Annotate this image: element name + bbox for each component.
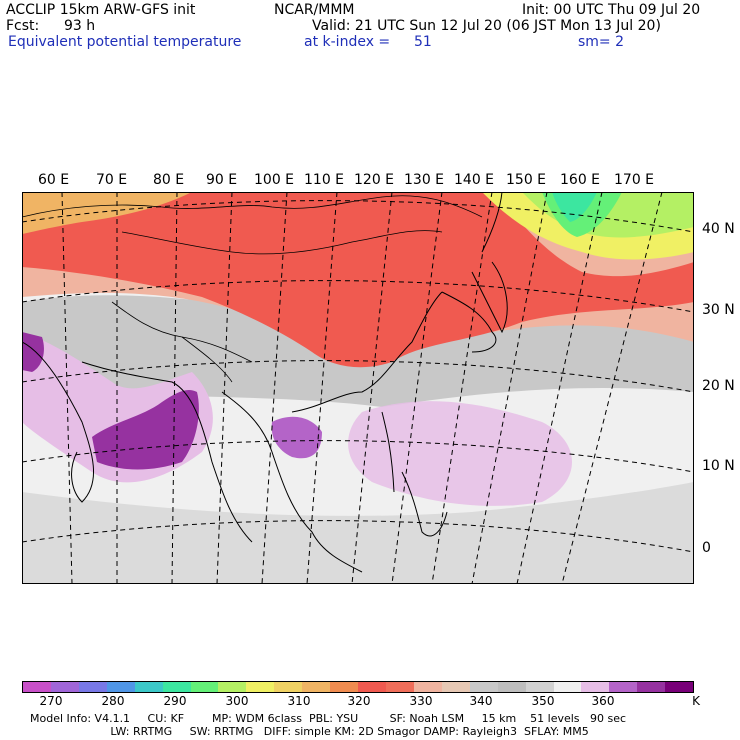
model-info-line1: Model Info: V4.1.1 CU: KF MP: WDM 6class… xyxy=(30,712,627,725)
colorbar-tick: 320 xyxy=(347,694,371,708)
colorbar-tick: 270 xyxy=(39,694,63,708)
fcst-label: Fcst: xyxy=(6,18,40,34)
theta-e-map xyxy=(22,192,694,584)
lat-label: 30 N xyxy=(702,302,735,318)
colorbar-tick: 330 xyxy=(409,694,433,708)
colorbar-tick: 290 xyxy=(163,694,187,708)
colorbar-swatch xyxy=(413,682,442,692)
colorbar-tick: 340 xyxy=(469,694,493,708)
valid-time: Valid: 21 UTC Sun 12 Jul 20 (06 JST Mon … xyxy=(312,18,661,34)
lat-label: 40 N xyxy=(702,221,735,237)
lon-label: 100 E xyxy=(254,172,295,188)
colorbar-swatch xyxy=(469,682,498,692)
colorbar-swatch xyxy=(441,682,470,692)
lon-label: 120 E xyxy=(354,172,395,188)
field-name: Equivalent potential temperature xyxy=(8,34,242,50)
colorbar-swatch xyxy=(218,682,247,692)
colorbar-swatch xyxy=(246,682,275,692)
org-label: NCAR/MMM xyxy=(274,2,355,18)
kindex-value: 51 xyxy=(414,34,432,50)
colorbar-swatch xyxy=(358,682,386,692)
colorbar-swatch xyxy=(274,682,303,692)
lon-label: 80 E xyxy=(153,172,185,188)
colorbar-swatch xyxy=(50,682,79,692)
lon-label: 170 E xyxy=(614,172,655,188)
lat-label: 20 N xyxy=(702,378,735,394)
colorbar-swatch xyxy=(497,682,526,692)
field-band-purple-sea xyxy=(271,416,322,459)
colorbar-swatch xyxy=(162,682,191,692)
colorbar-swatch xyxy=(637,682,666,692)
colorbar-tick: 280 xyxy=(101,694,125,708)
lon-label: 110 E xyxy=(304,172,345,188)
kindex-label: at k-index = xyxy=(304,34,391,50)
lat-label: 0 xyxy=(702,540,711,556)
graticule xyxy=(22,192,694,584)
colorbar-tick: 360 xyxy=(591,694,615,708)
lon-label: 150 E xyxy=(506,172,547,188)
model-title: ACCLIP 15km ARW-GFS init xyxy=(6,2,196,18)
lon-label: 160 E xyxy=(560,172,601,188)
model-info-line2: LW: RRTMG SW: RRTMG DIFF: simple KM: 2D … xyxy=(30,725,589,738)
lat-label: 10 N xyxy=(702,458,735,474)
smoothing-label: sm= 2 xyxy=(578,34,625,50)
field-band-purple-west xyxy=(22,332,44,372)
colorbar-swatch xyxy=(665,682,694,692)
colorbar-swatch xyxy=(134,682,163,692)
borders xyxy=(22,195,483,383)
lon-label: 70 E xyxy=(96,172,128,188)
colorbar-tick: 310 xyxy=(287,694,311,708)
field-band-lavender-pacific xyxy=(348,401,572,506)
lon-label: 90 E xyxy=(206,172,238,188)
fcst-value: 93 h xyxy=(64,18,96,34)
colorbar-swatch xyxy=(609,682,638,692)
colorbar-swatch xyxy=(23,682,51,692)
field-band-gray-south xyxy=(22,482,694,584)
field-band-purple xyxy=(92,390,199,470)
colorbar-tick: 350 xyxy=(531,694,555,708)
coastlines xyxy=(22,192,508,573)
colorbar-swatch xyxy=(525,682,554,692)
colorbar-swatch xyxy=(553,682,582,692)
colorbar-swatch xyxy=(302,682,331,692)
colorbar-swatch xyxy=(385,682,414,692)
field-band-orange xyxy=(22,192,192,234)
lon-label: 140 E xyxy=(454,172,495,188)
colorbar-swatch xyxy=(330,682,359,692)
colorbar-swatch xyxy=(106,682,135,692)
colorbar-tick: 300 xyxy=(225,694,249,708)
colorbar-swatch xyxy=(581,682,610,692)
lon-label: 130 E xyxy=(404,172,445,188)
colorbar xyxy=(22,681,694,693)
colorbar-swatch xyxy=(78,682,107,692)
colorbar-swatch xyxy=(190,682,219,692)
field-band-red xyxy=(22,192,694,368)
field-band-aqua xyxy=(552,192,597,222)
map-frame xyxy=(22,192,694,584)
init-time: Init: 00 UTC Thu 09 Jul 20 xyxy=(522,2,701,18)
colorbar-unit: K xyxy=(692,694,700,708)
lon-label: 60 E xyxy=(38,172,70,188)
